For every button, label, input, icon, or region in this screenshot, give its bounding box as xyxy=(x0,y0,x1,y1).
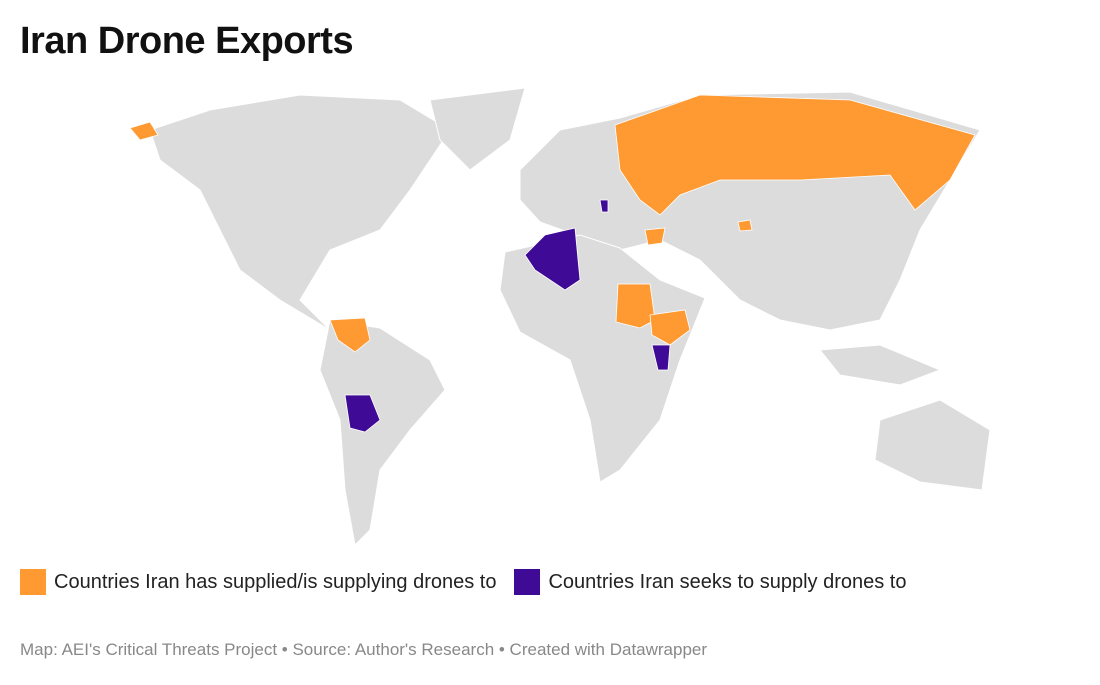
sought-countries xyxy=(344,199,671,433)
syria xyxy=(644,227,666,246)
legend-item: Countries Iran has supplied/is supplying… xyxy=(20,569,496,595)
north-america xyxy=(149,94,451,331)
chukotka xyxy=(129,121,159,141)
legend-swatch xyxy=(20,569,46,595)
serbia xyxy=(599,199,609,213)
legend-label: Countries Iran seeks to supply drones to xyxy=(548,570,907,593)
south-america xyxy=(319,319,446,547)
bolivia xyxy=(344,394,381,433)
legend-swatch xyxy=(514,569,541,595)
legend: Countries Iran has supplied/is supplying… xyxy=(20,569,924,595)
indonesia xyxy=(819,344,942,386)
ethiopia xyxy=(649,309,691,346)
supplied-countries xyxy=(129,94,976,353)
algeria xyxy=(524,227,581,291)
legend-label: Countries Iran has supplied/is supplying… xyxy=(54,570,497,593)
world-map xyxy=(129,87,991,547)
kenya xyxy=(651,344,671,371)
sudan xyxy=(615,283,656,329)
russia xyxy=(614,94,976,216)
footer: Map: AEI's Critical Threats Project • So… xyxy=(20,640,708,659)
legend-item: Countries Iran seeks to supply drones to xyxy=(514,569,906,595)
venezuela xyxy=(329,317,371,353)
australia xyxy=(874,399,991,491)
greenland xyxy=(429,87,526,171)
title: Iran Drone Exports xyxy=(20,20,354,62)
armenia xyxy=(737,219,753,232)
africa xyxy=(499,234,706,483)
